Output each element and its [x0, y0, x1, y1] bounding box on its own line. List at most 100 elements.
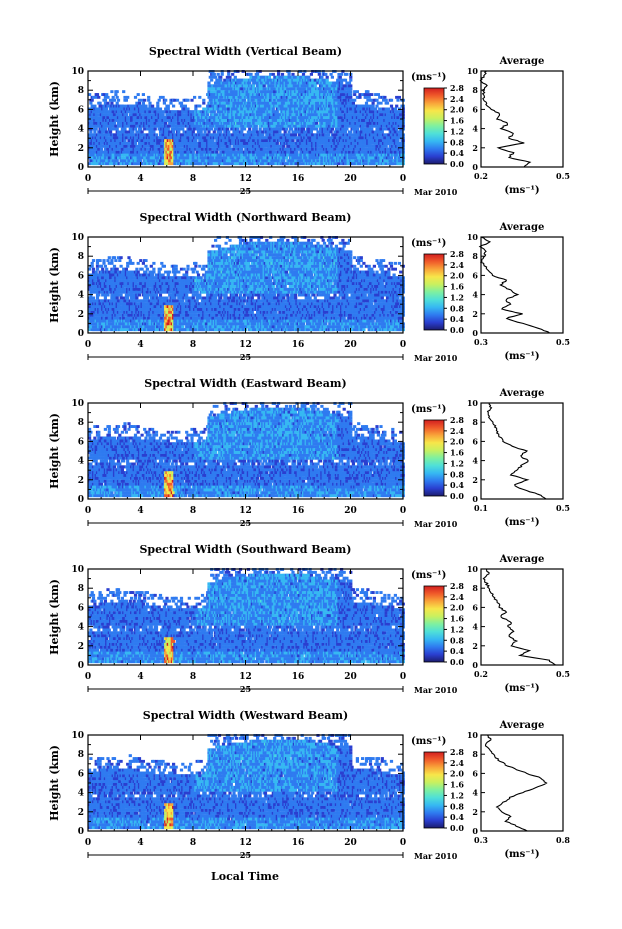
y-axis-label: Height (km)	[48, 579, 61, 655]
date-day: 25	[240, 186, 251, 196]
avg-unit: (ms⁻¹)	[504, 849, 539, 860]
heatmap	[88, 734, 405, 829]
avg-y-tick-label: 8	[472, 85, 478, 95]
x-tick-label: 4	[137, 174, 143, 184]
avg-y-tick-label: 4	[472, 124, 478, 134]
date-month: Mar 2010	[414, 187, 458, 197]
avg-title: Average	[499, 56, 545, 67]
avg-y-tick-label: 10	[467, 232, 479, 242]
x-tick-label: 4	[137, 672, 143, 682]
y-tick-label: 10	[71, 731, 84, 741]
avg-x-tick-label: 0.3	[474, 835, 488, 845]
panel-2: Spectral Width (Northward Beam)0246810He…	[48, 211, 570, 363]
colorbar-unit: (ms⁻¹)	[411, 404, 446, 415]
panel-4: Spectral Width (Southward Beam)0246810He…	[48, 543, 570, 695]
date-day: 25	[240, 850, 251, 860]
x-tick-label: 16	[292, 672, 305, 682]
colorbar	[424, 254, 444, 330]
x-axis-label: Local Time	[211, 870, 279, 883]
avg-y-tick-label: 2	[472, 475, 478, 485]
x-tick-label: 20	[344, 340, 357, 350]
avg-y-tick-label: 2	[472, 641, 478, 651]
x-tick-label: 16	[292, 838, 305, 848]
colorbar	[424, 88, 444, 164]
y-tick-label: 6	[78, 769, 84, 779]
avg-title: Average	[499, 720, 545, 731]
x-tick-label: 16	[292, 506, 305, 516]
y-axis-label: Height (km)	[48, 247, 61, 323]
x-tick-label: 8	[190, 838, 196, 848]
avg-x-tick-label: 0.2	[474, 171, 488, 181]
y-tick-label: 2	[78, 476, 84, 486]
x-tick-label: 4	[137, 340, 143, 350]
panel-5: Spectral Width (Westward Beam)0246810Hei…	[48, 709, 570, 861]
x-tick-label: 12	[239, 838, 252, 848]
colorbar	[424, 586, 444, 662]
avg-y-tick-label: 10	[467, 564, 479, 574]
x-tick-label: 0	[85, 838, 91, 848]
avg-y-tick-label: 8	[472, 251, 478, 261]
y-tick-label: 8	[78, 750, 84, 760]
y-tick-label: 4	[78, 291, 84, 301]
x-tick-label: 0	[400, 838, 406, 848]
avg-profile-line	[483, 569, 555, 665]
colorbar	[424, 420, 444, 496]
date-day: 25	[240, 518, 251, 528]
avg-profile-line	[486, 735, 547, 831]
colorbar-tick-label: 1.2	[450, 292, 464, 302]
colorbar-tick-label: 2.8	[450, 83, 464, 93]
x-tick-label: 8	[190, 340, 196, 350]
colorbar-tick-label: 2.8	[450, 249, 464, 259]
y-tick-label: 2	[78, 808, 84, 818]
y-tick-label: 2	[78, 144, 84, 154]
avg-y-tick-label: 2	[472, 807, 478, 817]
avg-unit: (ms⁻¹)	[504, 351, 539, 362]
x-tick-label: 0	[85, 672, 91, 682]
avg-x-tick-label: 0.3	[474, 337, 488, 347]
x-tick-label: 8	[190, 506, 196, 516]
heatmap	[88, 70, 405, 165]
colorbar-tick-label: 0.4	[450, 812, 464, 822]
date-month: Mar 2010	[414, 851, 458, 861]
avg-profile-line	[480, 237, 550, 333]
colorbar-tick-label: 2.8	[450, 747, 464, 757]
avg-y-tick-label: 8	[472, 583, 478, 593]
x-tick-label: 0	[85, 340, 91, 350]
avg-title: Average	[499, 388, 545, 399]
panel-title: Spectral Width (Westward Beam)	[143, 709, 348, 722]
colorbar-tick-label: 2.0	[450, 271, 464, 281]
x-tick-label: 12	[239, 340, 252, 350]
y-tick-label: 10	[71, 399, 84, 409]
avg-frame	[481, 403, 563, 499]
colorbar-tick-label: 1.6	[450, 780, 464, 790]
x-tick-label: 4	[137, 506, 143, 516]
colorbar-tick-label: 0.4	[450, 314, 464, 324]
avg-profile-line	[480, 71, 530, 167]
panel-title: Spectral Width (Eastward Beam)	[144, 377, 346, 390]
avg-profile-line	[488, 403, 546, 499]
date-day: 25	[240, 352, 251, 362]
colorbar-tick-label: 0.0	[450, 325, 464, 335]
y-tick-label: 4	[78, 457, 84, 467]
colorbar-tick-label: 0.8	[450, 801, 464, 811]
x-tick-label: 20	[344, 506, 357, 516]
colorbar-tick-label: 0.0	[450, 657, 464, 667]
panel-3: Spectral Width (Eastward Beam)0246810Hei…	[48, 377, 570, 529]
colorbar-tick-label: 1.2	[450, 126, 464, 136]
colorbar-tick-label: 0.0	[450, 823, 464, 833]
x-tick-label: 0	[400, 672, 406, 682]
y-tick-label: 6	[78, 437, 84, 447]
avg-frame	[481, 237, 563, 333]
colorbar	[424, 752, 444, 828]
x-tick-label: 0	[85, 506, 91, 516]
panel-1: Spectral Width (Vertical Beam)0246810Hei…	[48, 45, 570, 197]
avg-y-tick-label: 6	[472, 436, 478, 446]
heatmap	[88, 402, 405, 497]
colorbar-unit: (ms⁻¹)	[411, 736, 446, 747]
colorbar-tick-label: 0.8	[450, 303, 464, 313]
x-tick-label: 0	[85, 174, 91, 184]
y-axis-label: Height (km)	[48, 81, 61, 157]
colorbar-tick-label: 2.4	[450, 426, 464, 436]
spectral-width-figure: Spectral Width (Vertical Beam)0246810Hei…	[0, 0, 622, 929]
y-tick-label: 4	[78, 623, 84, 633]
